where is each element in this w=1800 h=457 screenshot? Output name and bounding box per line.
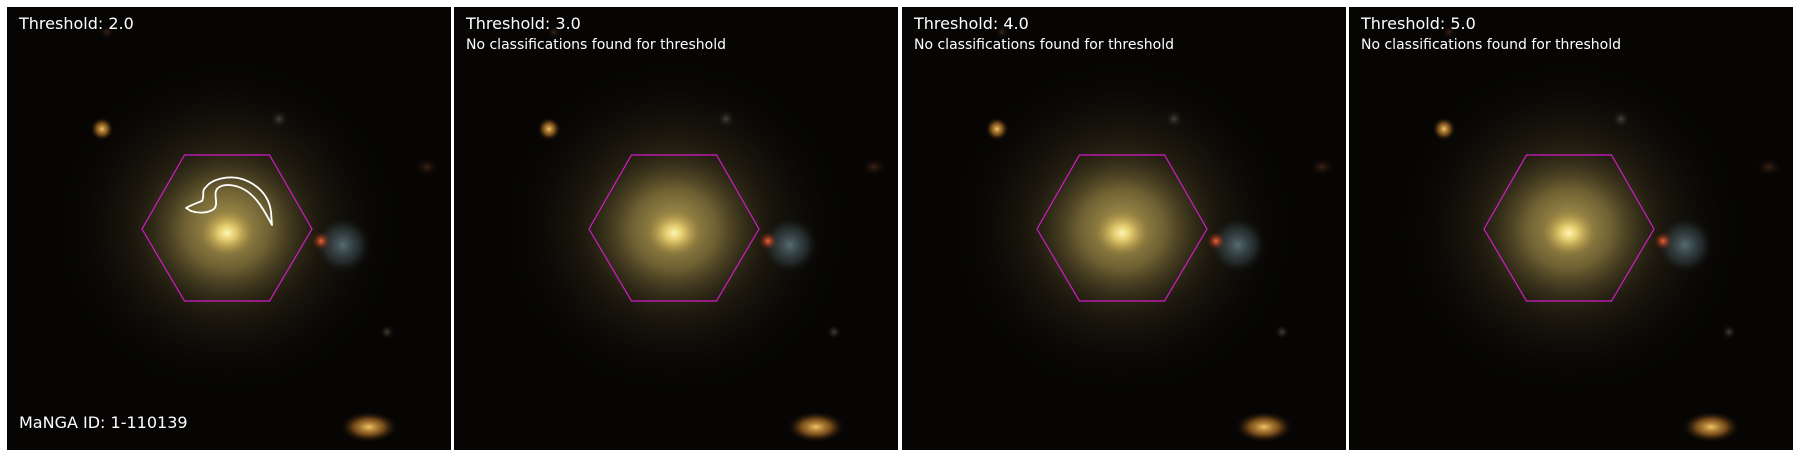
no-classifications-note: No classifications found for threshold xyxy=(914,37,1174,53)
hexagon-footprint xyxy=(1483,154,1655,302)
image-panel-1: Threshold: 2.0 MaNGA ID: 1-110139 xyxy=(7,7,451,450)
classification-contour xyxy=(185,176,273,226)
hexagon-footprint xyxy=(588,154,760,302)
image-panel-3: Threshold: 4.0 No classifications found … xyxy=(902,7,1346,450)
threshold-label: Threshold: 2.0 xyxy=(19,14,134,33)
image-panel-4: Threshold: 5.0 No classifications found … xyxy=(1349,7,1793,450)
hexagon-footprint xyxy=(1036,154,1208,302)
no-classifications-note: No classifications found for threshold xyxy=(466,37,726,53)
threshold-label: Threshold: 3.0 xyxy=(466,14,581,33)
hexagon-footprint xyxy=(141,154,313,302)
manga-id-label: MaNGA ID: 1-110139 xyxy=(19,413,188,432)
image-panel-2: Threshold: 3.0 No classifications found … xyxy=(454,7,898,450)
galaxy-image xyxy=(902,7,1346,450)
threshold-label: Threshold: 4.0 xyxy=(914,14,1029,33)
no-classifications-note: No classifications found for threshold xyxy=(1361,37,1621,53)
threshold-label: Threshold: 5.0 xyxy=(1361,14,1476,33)
galaxy-image xyxy=(7,7,451,450)
galaxy-image xyxy=(454,7,898,450)
galaxy-image xyxy=(1349,7,1793,450)
